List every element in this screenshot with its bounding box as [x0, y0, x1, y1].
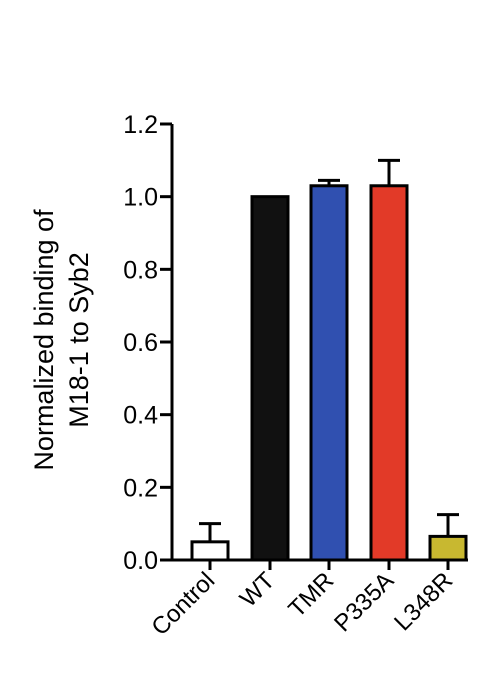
bars [190, 158, 468, 562]
bar-rect [250, 195, 290, 562]
bar-tmr [309, 178, 349, 562]
bar-rect [190, 540, 230, 562]
x-tick-label: Control [146, 567, 220, 641]
y-tick-label: 0.6 [123, 329, 158, 357]
bar-wt [250, 195, 290, 562]
y-tick-label: 0.8 [123, 256, 158, 284]
y-tick-label: 1.2 [123, 111, 158, 139]
bar-rect [369, 184, 409, 562]
bar-l348r [428, 513, 468, 562]
x-tick-label: WT [235, 567, 281, 613]
bar-p335a [369, 158, 409, 562]
x-tick-label: TMR [283, 567, 339, 623]
bar-control [190, 522, 230, 562]
y-axis-title-line-1: Normalized binding of [29, 209, 59, 471]
y-tick-label: 0.0 [123, 547, 158, 575]
bar-rect [309, 184, 349, 562]
x-tick-label: L348R [389, 567, 458, 636]
y-tick-label: 1.0 [123, 184, 158, 212]
y-axis-title-line-2: M18-1 to Syb2 [64, 252, 94, 428]
bar-rect [428, 534, 468, 562]
x-tick-label: P335A [329, 567, 399, 637]
y-axis-ticks: 0.0 0.2 0.4 0.6 0.8 1.0 1.2 [123, 111, 172, 575]
y-tick-label: 0.4 [123, 402, 158, 430]
y-axis-title: Normalized binding of M18-1 to Syb2 [29, 209, 94, 471]
y-tick-label: 0.2 [123, 474, 158, 502]
